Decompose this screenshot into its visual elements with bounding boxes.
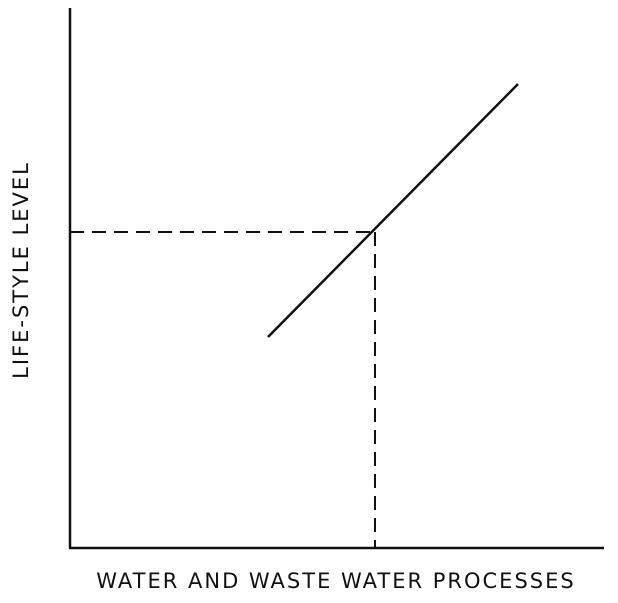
relation-line	[267, 83, 519, 338]
x-axis-label: WATER AND WASTE WATER PROCESSES	[96, 569, 575, 593]
y-axis-label: LIFE-STYLE LEVEL	[9, 161, 33, 379]
